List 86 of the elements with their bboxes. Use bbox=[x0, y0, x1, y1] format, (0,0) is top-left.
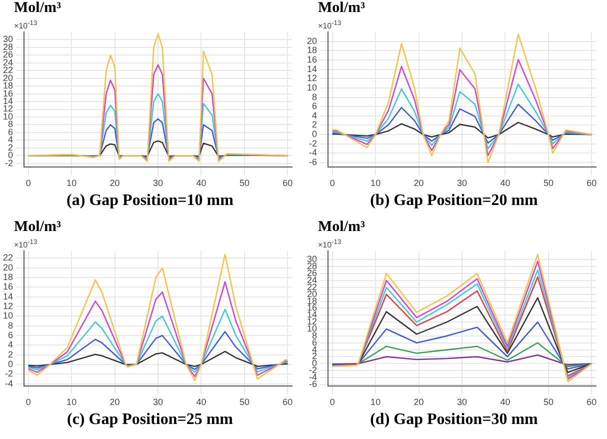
y-tick-label: 0 bbox=[8, 150, 14, 160]
y-tick-label: 28 bbox=[2, 42, 14, 52]
y-tick-label: 18 bbox=[2, 80, 14, 91]
x-tick-label: 0 bbox=[330, 397, 335, 408]
y-tick-label: 12 bbox=[2, 104, 14, 114]
x-tick-label: 40 bbox=[196, 178, 206, 188]
x-tick-label: 0 bbox=[330, 178, 335, 188]
y-tick-label: 4 bbox=[8, 340, 14, 350]
x-tick-label: 20 bbox=[414, 178, 424, 188]
y-axis-title: Mol/m³ bbox=[13, 0, 62, 18]
x-tick-label: 50 bbox=[239, 397, 250, 408]
text: (a) Gap Position=10 mm bbox=[66, 192, 234, 210]
x-tick-label: 0 bbox=[26, 178, 31, 188]
y-tick-label: -2 bbox=[4, 368, 14, 379]
y-tick-label: 2 bbox=[8, 349, 14, 360]
y-tick-label: 20 bbox=[2, 72, 14, 83]
y-tick-label: -2 bbox=[308, 138, 318, 148]
x-tick-label: 20 bbox=[110, 178, 120, 188]
y-tick-label: 8 bbox=[8, 320, 14, 330]
x-tick-label: 50 bbox=[543, 178, 554, 188]
y-tick-label: 18 bbox=[306, 45, 318, 56]
x-tick-label: 60 bbox=[586, 178, 597, 188]
y-tick-label: 0 bbox=[312, 129, 318, 140]
text: (c) Gap Position=25 mm bbox=[66, 411, 234, 429]
x-tick-label: 10 bbox=[66, 178, 77, 188]
x-tick-label: 30 bbox=[153, 397, 164, 408]
x-tick-label: 40 bbox=[500, 397, 510, 408]
text: (d) Gap Position=30 mm bbox=[369, 411, 539, 429]
y-tick-label: 12 bbox=[2, 301, 14, 312]
y-tick-label: -4 bbox=[4, 378, 14, 388]
text: ×10$^{-13}$ bbox=[14, 20, 38, 31]
x-tick-label: 30 bbox=[457, 178, 468, 188]
x-tick-label: 60 bbox=[586, 397, 597, 408]
y-tick-label: 20 bbox=[306, 36, 318, 46]
text: ×10$^{-13}$ bbox=[318, 239, 342, 250]
x-tick-label: 20 bbox=[414, 397, 424, 408]
y-tick-label: -4 bbox=[308, 148, 318, 158]
y-axis-title: Mol/m³ bbox=[13, 219, 62, 237]
y-tick-label: 26 bbox=[2, 50, 14, 60]
y-tick-label: 16 bbox=[306, 54, 318, 64]
x-tick-label: 30 bbox=[457, 397, 468, 408]
y-axis-title: Mol/m³ bbox=[317, 0, 366, 18]
y-tick-label: 22 bbox=[2, 65, 14, 76]
x-tick-label: 10 bbox=[66, 397, 77, 408]
x-tick-label: 40 bbox=[500, 178, 510, 188]
y-axis-title: Mol/m³ bbox=[317, 219, 366, 237]
y-tick-label: 2 bbox=[312, 120, 318, 130]
x-tick-label: 60 bbox=[282, 178, 293, 188]
y-tick-label: 16 bbox=[2, 282, 14, 292]
y-tick-label: 4 bbox=[8, 134, 14, 145]
x-tick-label: 30 bbox=[153, 178, 164, 188]
y-tick-label: 30 bbox=[2, 34, 14, 44]
text: ×10$^{-13}$ bbox=[318, 20, 342, 31]
y-tick-label: 24 bbox=[2, 57, 14, 68]
y-tick-label: -2 bbox=[4, 158, 14, 168]
y-tick-label: 10 bbox=[2, 111, 14, 122]
y-tick-label: 18 bbox=[2, 272, 14, 282]
y-tick-label: -6 bbox=[308, 157, 318, 168]
x-tick-label: 20 bbox=[110, 397, 120, 408]
y-tick-label: 14 bbox=[2, 291, 14, 302]
y-tick-label: 20 bbox=[2, 262, 14, 272]
y-tick-label: 10 bbox=[2, 310, 14, 321]
y-tick-label: 22 bbox=[2, 252, 14, 263]
y-tick-label: 14 bbox=[306, 64, 318, 74]
x-tick-label: 10 bbox=[370, 397, 381, 408]
y-tick-label: 16 bbox=[2, 88, 14, 98]
y-tick-label: -6 bbox=[308, 378, 318, 389]
y-tick-label: 0 bbox=[8, 358, 14, 369]
y-tick-label: 6 bbox=[8, 126, 14, 137]
y-tick-label: 12 bbox=[306, 73, 318, 84]
y-tick-label: 6 bbox=[312, 101, 318, 112]
y-tick-label: 8 bbox=[312, 92, 318, 102]
text: ×10$^{-13}$ bbox=[14, 239, 38, 250]
y-tick-label: 8 bbox=[8, 119, 14, 130]
x-tick-label: 0 bbox=[26, 397, 31, 408]
x-tick-label: 50 bbox=[239, 178, 250, 188]
text: (b) Gap Position=20 mm bbox=[369, 192, 539, 210]
y-tick-label: 6 bbox=[8, 330, 14, 340]
x-tick-label: 10 bbox=[370, 178, 381, 188]
x-tick-label: 40 bbox=[196, 397, 206, 408]
x-tick-label: 60 bbox=[282, 397, 293, 408]
y-tick-label: 10 bbox=[306, 82, 318, 92]
y-tick-label: 2 bbox=[8, 142, 14, 152]
y-tick-label: 4 bbox=[312, 110, 318, 120]
y-tick-label: 14 bbox=[2, 96, 14, 106]
x-tick-label: 50 bbox=[543, 397, 554, 408]
